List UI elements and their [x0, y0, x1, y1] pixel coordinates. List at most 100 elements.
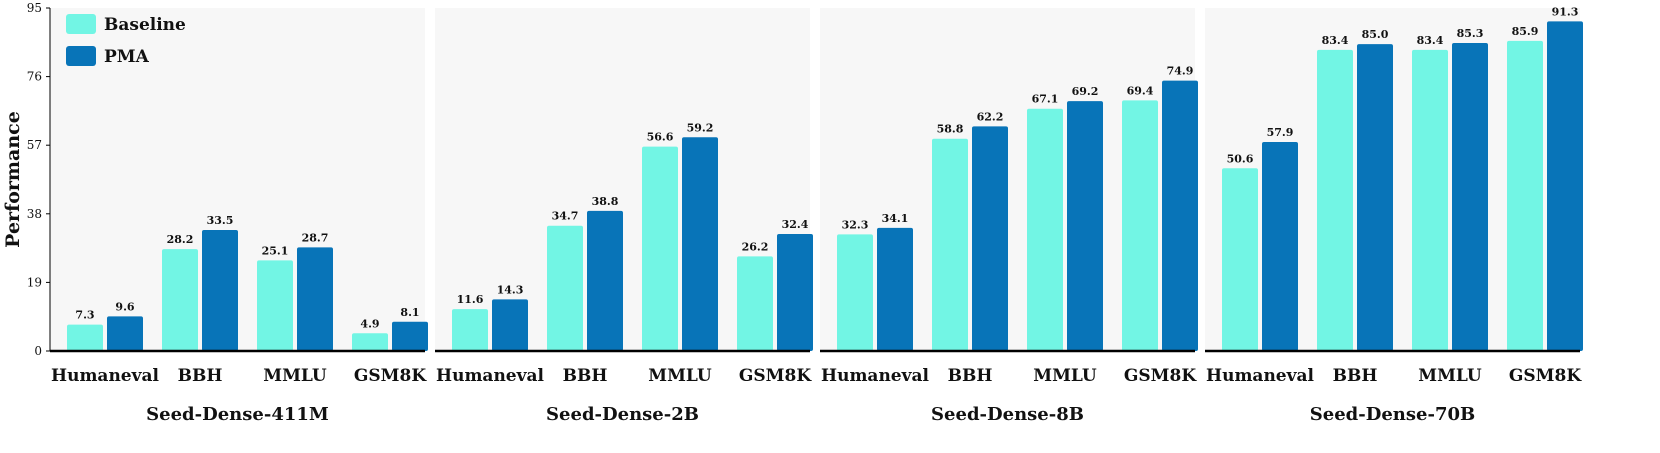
data-label: 34.7: [552, 210, 579, 223]
data-label: 85.0: [1362, 28, 1389, 41]
data-label: 26.2: [742, 240, 769, 253]
data-label: 33.5: [207, 214, 234, 227]
bar-baseline-bbh: [1317, 49, 1353, 351]
bar-pma-humaneval: [492, 299, 528, 351]
bar-baseline-gsm8k: [1507, 40, 1543, 352]
bar-pma-humaneval: [107, 316, 143, 351]
legend-label: Baseline: [104, 15, 186, 35]
y-tick-label: 0: [34, 344, 42, 358]
bar-baseline-mmlu: [642, 146, 678, 351]
x-tick-label: Humaneval: [51, 366, 159, 386]
bar-pma-gsm8k: [1547, 21, 1583, 351]
data-label: 83.4: [1322, 34, 1349, 47]
bar-pma-humaneval: [1262, 141, 1298, 351]
bar-baseline-mmlu: [257, 260, 293, 351]
data-label: 62.2: [977, 110, 1004, 123]
x-tick-label: BBH: [1333, 366, 1378, 386]
x-tick-label: GSM8K: [1124, 366, 1197, 386]
x-tick-label: Humaneval: [1206, 366, 1314, 386]
data-label: 9.6: [115, 300, 134, 313]
y-axis-label: Performance: [2, 111, 24, 248]
y-axis: 0 19 38 57 76 95 Performance: [2, 1, 51, 358]
panel-3: 32.3 34.1 Humaneval 58.8 62.2 BBH 67.1 69.2 MMLU…: [820, 8, 1198, 425]
data-label: 59.2: [687, 121, 714, 134]
x-tick-label: BBH: [178, 366, 223, 386]
y-tick-label: 19: [27, 275, 42, 289]
bar-pma-bbh: [972, 126, 1008, 351]
data-label: 58.8: [937, 123, 964, 136]
x-tick-label: BBH: [563, 366, 608, 386]
bar-baseline-bbh: [932, 138, 968, 351]
data-label: 14.3: [497, 283, 524, 296]
bar-pma-mmlu: [297, 247, 333, 351]
x-tick-label: Humaneval: [436, 366, 544, 386]
y-tick-label: 95: [27, 1, 42, 15]
data-label: 32.3: [842, 218, 869, 231]
data-label: 28.7: [302, 231, 329, 244]
y-tick-label: 38: [27, 207, 42, 221]
data-label: 56.6: [647, 131, 674, 144]
data-label: 91.3: [1552, 5, 1579, 18]
data-label: 85.3: [1457, 27, 1484, 40]
x-tick-label: GSM8K: [1509, 366, 1582, 386]
bar-baseline-humaneval: [452, 309, 488, 351]
bar-pma-gsm8k: [392, 321, 428, 351]
data-label: 74.9: [1167, 65, 1194, 78]
data-label: 25.1: [262, 244, 289, 257]
data-label: 50.6: [1227, 152, 1254, 165]
x-tick-label: MMLU: [1418, 366, 1482, 386]
bar-baseline-gsm8k: [1122, 100, 1158, 351]
x-tick-label: BBH: [948, 366, 993, 386]
legend: Baseline PMA: [66, 14, 186, 67]
data-label: 32.4: [782, 218, 809, 231]
x-tick-label: MMLU: [1033, 366, 1097, 386]
x-tick-label: GSM8K: [354, 366, 427, 386]
legend-item-baseline: Baseline: [66, 14, 186, 35]
panel-2: 11.6 14.3 Humaneval 34.7 38.8 BBH 56.6 59.2 MMLU…: [435, 8, 813, 425]
legend-label: PMA: [104, 47, 150, 67]
legend-swatch: [66, 14, 96, 34]
bar-pma-bbh: [587, 210, 623, 351]
bar-baseline-humaneval: [837, 234, 873, 351]
bar-baseline-gsm8k: [352, 333, 388, 351]
bar-baseline-bbh: [547, 225, 583, 351]
legend-item-pma: PMA: [66, 46, 150, 67]
legend-swatch: [66, 46, 96, 66]
bar-pma-mmlu: [682, 137, 718, 351]
x-tick-label: MMLU: [263, 366, 327, 386]
bar-baseline-mmlu: [1027, 108, 1063, 352]
panel-title: Seed-Dense-2B: [546, 404, 699, 425]
bar-baseline-bbh: [162, 249, 198, 351]
bar-baseline-humaneval: [1222, 168, 1258, 351]
x-tick-label: MMLU: [648, 366, 712, 386]
bar-pma-bbh: [202, 230, 238, 351]
data-label: 85.9: [1512, 25, 1539, 38]
bar-pma-mmlu: [1067, 101, 1103, 351]
x-tick-label: Humaneval: [821, 366, 929, 386]
bar-pma-mmlu: [1452, 43, 1488, 352]
bar-pma-humaneval: [877, 227, 913, 351]
bar-baseline-gsm8k: [737, 256, 773, 351]
bar-pma-gsm8k: [777, 234, 813, 351]
data-label: 57.9: [1267, 126, 1294, 139]
data-label: 8.1: [400, 306, 419, 319]
panel-4: 50.6 57.9 Humaneval 83.4 85.0 BBH 83.4 85.3 MMLU…: [1205, 5, 1583, 425]
data-label: 4.9: [360, 317, 379, 330]
bar-pma-bbh: [1357, 44, 1393, 352]
data-label: 83.4: [1417, 34, 1444, 47]
data-label: 67.1: [1032, 93, 1059, 106]
y-tick-label: 76: [27, 70, 42, 84]
panel-title: Seed-Dense-411M: [146, 404, 329, 425]
data-label: 38.8: [592, 195, 619, 208]
y-tick-label: 57: [27, 138, 42, 152]
panel-1: 7.3 9.6 Humaneval 28.2 33.5 BBH 25.1 28.7 MMLU 4.…: [50, 8, 428, 425]
data-label: 7.3: [75, 309, 94, 322]
panel-title: Seed-Dense-8B: [931, 404, 1084, 425]
data-label: 28.2: [167, 233, 194, 246]
x-tick-label: GSM8K: [739, 366, 812, 386]
bar-pma-gsm8k: [1162, 80, 1198, 351]
bar-baseline-humaneval: [67, 324, 103, 351]
data-label: 69.2: [1072, 85, 1099, 98]
data-label: 34.1: [882, 212, 909, 225]
